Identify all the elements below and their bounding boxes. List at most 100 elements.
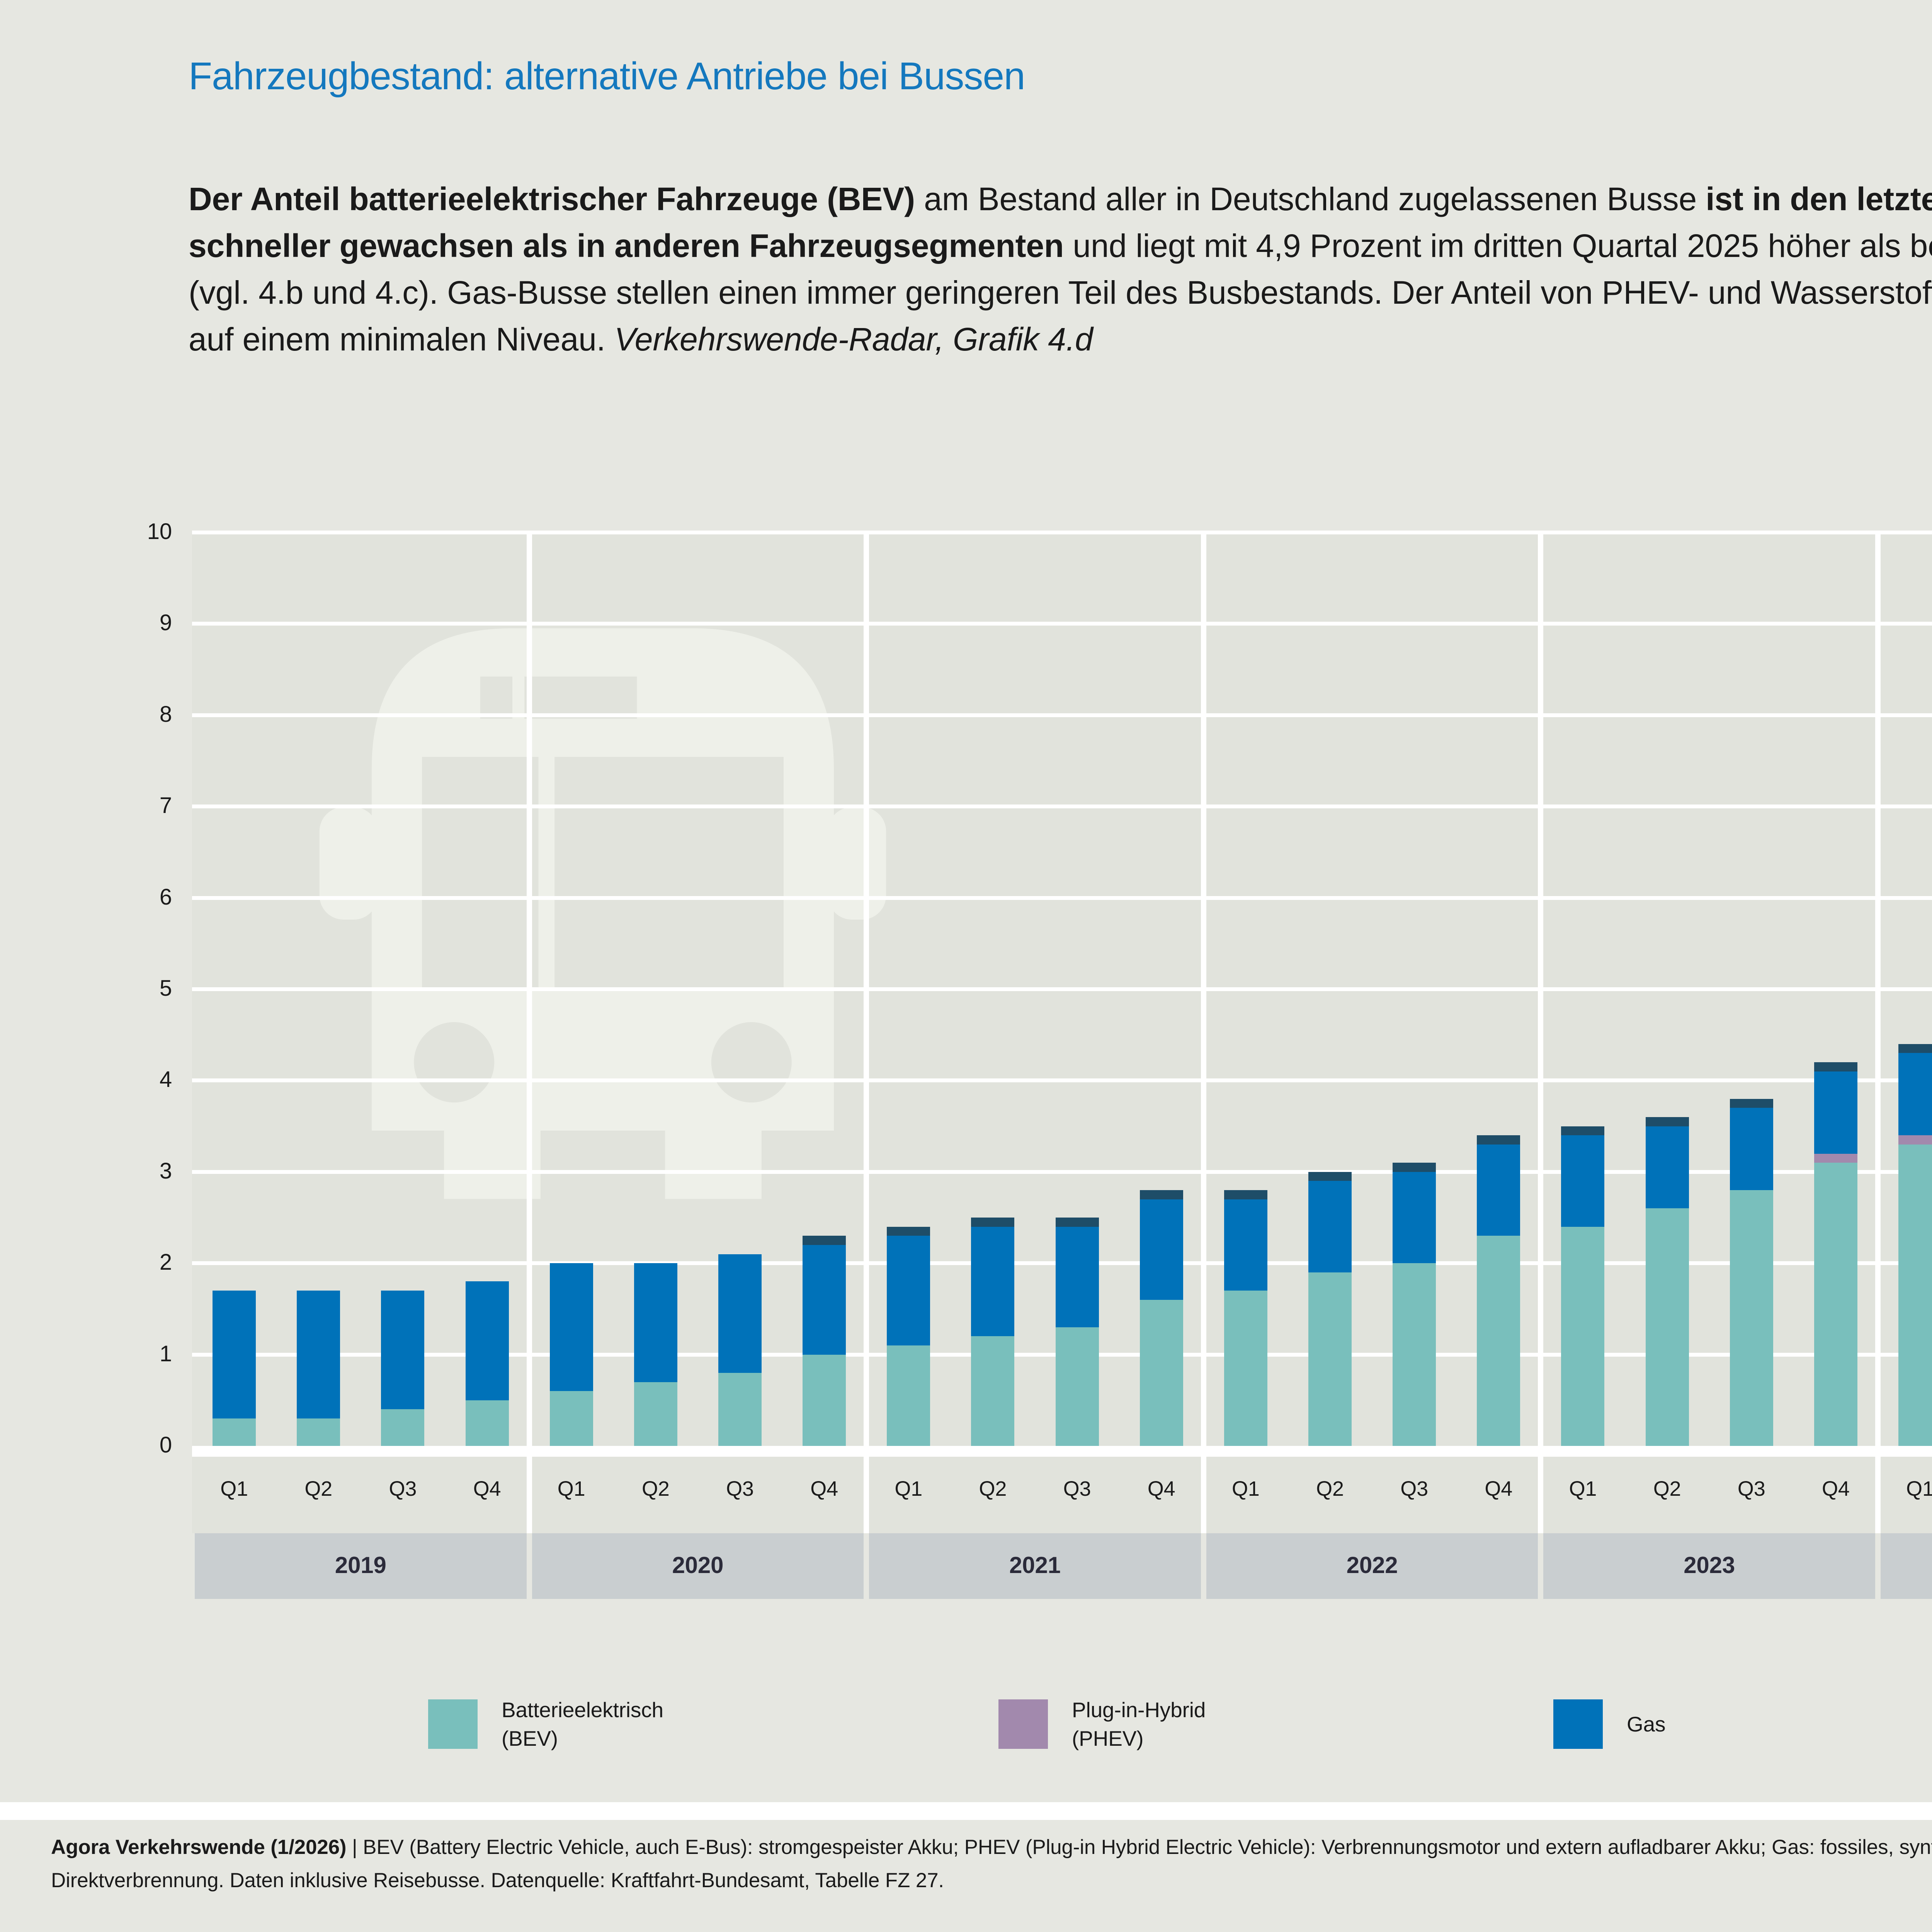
legend-label-1: Plug-in-Hybrid (PHEV) xyxy=(1072,1696,1206,1753)
bar-segment-wasserstoff xyxy=(1393,1163,1436,1172)
quarter-label: Q1 xyxy=(1569,1477,1597,1500)
gridline-y-4 xyxy=(192,1078,1932,1083)
legend-item-2: Gas xyxy=(1553,1697,1666,1751)
y-tick-label-7: 7 xyxy=(159,793,172,818)
year-band-2022 xyxy=(1206,1533,1538,1599)
chart-legend: Batterieelektrisch (BEV) Plug-in-Hybrid (PH… xyxy=(0,1697,1932,1813)
quarter-label: Q3 xyxy=(1063,1477,1091,1500)
bar-segment-gas xyxy=(1477,1144,1520,1236)
bar-segment-gas xyxy=(1308,1181,1352,1272)
bar-segment-bev xyxy=(1730,1190,1773,1446)
quarter-label: Q2 xyxy=(1316,1477,1344,1500)
bar-segment-gas xyxy=(1645,1126,1689,1209)
bar-segment-bev xyxy=(381,1409,425,1446)
legend-label-line1: Batterieelektrisch xyxy=(502,1697,663,1722)
year-label-2023: 2023 xyxy=(1684,1552,1735,1578)
bar-segment-bev xyxy=(297,1418,340,1446)
year-band-2023 xyxy=(1543,1533,1875,1599)
bar-segment-gas xyxy=(634,1263,677,1382)
year-separator-2021 xyxy=(1201,532,1206,1533)
bar-segment-gas xyxy=(381,1291,425,1410)
legend-item-1: Plug-in-Hybrid (PHEV) xyxy=(998,1697,1206,1751)
y-tick-label-9: 9 xyxy=(159,610,172,636)
y-tick-label-3: 3 xyxy=(159,1158,172,1184)
bar-segment-bev xyxy=(1139,1299,1183,1446)
legend-label-line2: (BEV) xyxy=(502,1726,558,1750)
bar-segment-wasserstoff xyxy=(1814,1062,1857,1071)
year-separator-2022 xyxy=(1538,532,1544,1533)
bus-watermark-icon xyxy=(301,618,904,1221)
year-label-2022: 2022 xyxy=(1346,1552,1398,1578)
intro-text-2: und liegt mit 4,9 Prozent im dritten Qua… xyxy=(189,227,1932,357)
bar-segment-gas xyxy=(971,1226,1015,1337)
bar-segment-wasserstoff xyxy=(803,1236,846,1245)
footer-note: Agora Verkehrswende (1/2026) | BEV (Batt… xyxy=(51,1831,1932,1897)
bar-segment-gas xyxy=(465,1281,509,1400)
year-separator-2019 xyxy=(526,532,532,1533)
gridline-y-3 xyxy=(192,1170,1932,1174)
quarter-label: Q3 xyxy=(1737,1477,1765,1500)
bar-segment-gas xyxy=(1224,1199,1267,1291)
gridline-y-8 xyxy=(192,713,1932,717)
footer-source-bold: Agora Verkehrswende (1/2026) xyxy=(51,1836,347,1859)
bar-segment-gas xyxy=(1814,1071,1857,1154)
y-tick-label-1: 1 xyxy=(159,1341,172,1366)
quarter-label: Q1 xyxy=(220,1477,248,1500)
intro-bold-1: Der Anteil batterieelektrischer Fahrzeug… xyxy=(189,181,915,217)
legend-label-line1: Gas xyxy=(1627,1712,1666,1736)
intro-text-1: am Bestand aller in Deutschland zugelass… xyxy=(915,181,1706,217)
year-band-2020 xyxy=(532,1533,864,1599)
year-label-2019: 2019 xyxy=(335,1552,386,1578)
bar-segment-bev xyxy=(465,1400,509,1446)
bar-segment-bev xyxy=(1814,1163,1857,1446)
y-tick-label-0: 0 xyxy=(159,1432,172,1458)
bar-segment-gas xyxy=(1898,1053,1932,1136)
bar-segment-bev xyxy=(634,1382,677,1446)
bar-segment-gas xyxy=(803,1245,846,1355)
quarter-label: Q4 xyxy=(810,1477,838,1500)
legend-label-2: Gas xyxy=(1627,1710,1666,1738)
gridline-y-10 xyxy=(192,531,1932,534)
quarter-label: Q4 xyxy=(473,1477,501,1500)
quarter-label: Q4 xyxy=(1822,1477,1850,1500)
bar-segment-bev xyxy=(549,1391,593,1446)
year-separator-2020 xyxy=(864,532,869,1533)
bar-segment-wasserstoff xyxy=(1308,1172,1352,1181)
bar-segment-wasserstoff xyxy=(1224,1190,1267,1199)
bar-segment-gas xyxy=(213,1291,256,1419)
bar-segment-phev xyxy=(1898,1135,1932,1145)
quarter-label: Q2 xyxy=(641,1477,670,1500)
year-separator-2023 xyxy=(1875,532,1881,1533)
bar-segment-wasserstoff xyxy=(1055,1218,1099,1227)
quarter-label: Q4 xyxy=(1147,1477,1175,1500)
year-label-2024: 2024 xyxy=(1881,1552,1932,1578)
bar-segment-gas xyxy=(718,1254,762,1373)
page-title: Fahrzeugbestand: alternative Antriebe be… xyxy=(189,54,1026,98)
bar-segment-bev xyxy=(971,1336,1015,1446)
gridline-y-6 xyxy=(192,896,1932,900)
bar-segment-gas xyxy=(1561,1135,1605,1227)
bar-segment-gas xyxy=(1393,1172,1436,1264)
legend-label-line1: Plug-in-Hybrid xyxy=(1072,1697,1206,1722)
gridline-y-5 xyxy=(192,987,1932,991)
y-tick-label-2: 2 xyxy=(159,1250,172,1275)
bar-segment-wasserstoff xyxy=(1645,1117,1689,1126)
year-label-2020: 2020 xyxy=(672,1552,724,1578)
bar-segment-gas xyxy=(1730,1108,1773,1190)
quarter-label: Q3 xyxy=(1400,1477,1428,1500)
gridline-y-9 xyxy=(192,622,1932,626)
bar-segment-gas xyxy=(549,1263,593,1391)
bar-segment-bev xyxy=(1055,1327,1099,1446)
bar-segment-wasserstoff xyxy=(1898,1044,1932,1053)
x-axis-line xyxy=(192,1446,1932,1457)
bar-segment-bev xyxy=(1645,1208,1689,1446)
bar-segment-wasserstoff xyxy=(1139,1190,1183,1199)
legend-swatch-2 xyxy=(1553,1699,1603,1749)
bar-segment-gas xyxy=(297,1291,340,1419)
bar-segment-bev xyxy=(1561,1226,1605,1446)
legend-label-0: Batterieelektrisch (BEV) xyxy=(502,1696,663,1753)
quarter-label: Q2 xyxy=(979,1477,1007,1500)
y-tick-label-5: 5 xyxy=(159,976,172,1001)
